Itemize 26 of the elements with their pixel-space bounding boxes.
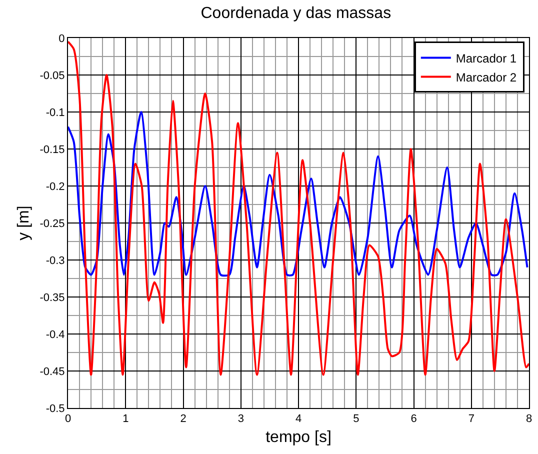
- x-tick-label: 1: [122, 413, 129, 426]
- y-tick-label: -0.3: [46, 254, 65, 267]
- y-tick-label: -0.2: [46, 180, 65, 193]
- x-tick-label: 8: [526, 413, 532, 426]
- legend-label: Marcador 1: [456, 51, 517, 66]
- y-axis-title: y [m]: [16, 206, 33, 240]
- x-tick-label: 2: [180, 413, 186, 426]
- y-tick-label: -0.5: [46, 402, 65, 415]
- line-series: [68, 111, 528, 276]
- y-tick-label: 0: [58, 32, 65, 45]
- y-tick-label: -0.15: [40, 144, 65, 156]
- x-axis-title: tempo [s]: [266, 428, 332, 446]
- chart-title: Coordenada y das massas: [200, 5, 392, 22]
- y-tick-label: -0.35: [40, 292, 65, 304]
- y-tick-label: -0.4: [46, 328, 65, 341]
- line-series: [68, 40, 529, 376]
- x-tick-label: 4: [295, 413, 302, 426]
- x-tick-label: 6: [410, 413, 417, 426]
- x-tick-label: 7: [468, 413, 474, 426]
- y-tick-label: -0.05: [40, 70, 65, 82]
- y-tick-label: -0.45: [40, 366, 65, 378]
- y-tick-label: -0.25: [40, 218, 65, 230]
- x-tick-label: 5: [353, 413, 360, 426]
- legend-label: Marcador 2: [456, 70, 517, 84]
- y-tick-label: -0.1: [46, 106, 65, 119]
- x-tick-label: 3: [238, 413, 244, 426]
